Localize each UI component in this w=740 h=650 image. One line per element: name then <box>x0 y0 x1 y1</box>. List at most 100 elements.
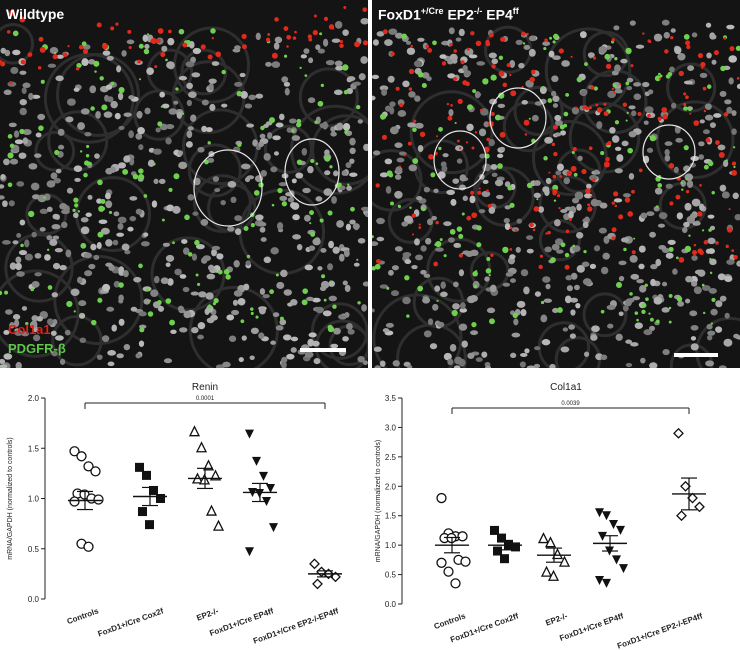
nucleus <box>548 50 555 58</box>
nucleus <box>461 340 468 348</box>
tubule-outline <box>310 302 368 360</box>
nucleus <box>683 80 693 85</box>
nucleus <box>609 126 616 134</box>
nucleus <box>322 310 332 317</box>
nucleus <box>276 281 285 290</box>
col1a1-signal <box>614 204 618 208</box>
nucleus <box>628 172 635 180</box>
nucleus <box>549 363 556 368</box>
pdgfr-signal <box>337 182 342 188</box>
nucleus <box>343 249 350 258</box>
scale-bar <box>300 348 346 352</box>
nucleus <box>330 343 339 349</box>
nucleus <box>80 108 90 115</box>
data-point <box>602 511 611 521</box>
nucleus <box>665 252 674 259</box>
pdgfr-signal <box>181 112 185 115</box>
pdgfr-signal <box>498 55 504 61</box>
pdgfr-signal <box>197 282 201 286</box>
nucleus <box>415 254 423 261</box>
col1a1-signal <box>553 151 558 157</box>
nucleus <box>569 333 576 339</box>
pdgfr-signal <box>668 246 674 252</box>
y-tick-label: 1.0 <box>28 495 40 504</box>
col1a1-signal <box>292 36 297 40</box>
nucleus <box>98 219 108 225</box>
nucleus <box>181 239 188 245</box>
pdgfr-signal <box>30 287 35 292</box>
pdgfr-signal <box>708 228 712 232</box>
col1a1-signal <box>708 140 711 143</box>
nucleus <box>234 45 241 50</box>
nucleus <box>96 241 102 250</box>
nucleus <box>239 72 246 78</box>
glomerulus-outline <box>433 130 487 190</box>
nucleus <box>551 90 557 97</box>
nucleus <box>439 54 447 59</box>
nucleus <box>728 77 734 85</box>
pdgfr-signal <box>250 311 254 315</box>
nucleus <box>657 223 666 228</box>
col1a1-signal <box>683 102 687 107</box>
nucleus <box>163 358 173 364</box>
nucleus <box>384 39 393 47</box>
nucleus <box>669 66 675 73</box>
nucleus <box>1 240 11 245</box>
nucleus <box>376 31 385 37</box>
nucleus <box>334 60 343 67</box>
nucleus <box>9 322 15 329</box>
nucleus <box>467 352 475 359</box>
nucleus <box>447 73 456 79</box>
col1a1-signal <box>723 37 727 40</box>
nucleus <box>292 234 302 240</box>
col1a1-signal <box>611 227 617 233</box>
nucleus <box>353 81 362 86</box>
pdgfr-signal <box>356 258 359 261</box>
col1a1-signal <box>312 30 318 36</box>
nucleus <box>55 168 62 174</box>
pdgfr-signal <box>649 317 654 322</box>
col1a1-signal <box>447 115 453 121</box>
data-point <box>673 427 684 439</box>
nucleus <box>690 324 699 331</box>
col1a1-signal <box>603 102 607 106</box>
nucleus <box>357 119 363 124</box>
nucleus <box>625 339 633 344</box>
pdgfr-signal <box>388 172 394 178</box>
tubule-outline <box>133 89 185 141</box>
nucleus <box>596 121 603 129</box>
col1a1-signal <box>592 56 597 60</box>
nucleus <box>220 200 226 206</box>
pdgfr-signal <box>401 33 407 39</box>
pdgfr-signal <box>434 243 437 246</box>
nucleus <box>12 313 21 320</box>
nucleus <box>544 246 552 253</box>
nucleus <box>52 262 61 270</box>
col1a1-signal <box>699 184 702 187</box>
nucleus <box>734 213 740 221</box>
pdgfr-signal <box>320 83 325 88</box>
nucleus <box>315 306 325 314</box>
nucleus <box>16 181 25 187</box>
nucleus <box>675 137 683 143</box>
nucleus <box>693 286 702 295</box>
col1a1-signal <box>727 227 733 233</box>
nucleus <box>684 298 691 304</box>
col1a1-signal <box>241 33 247 39</box>
col1a1-signal <box>605 63 612 70</box>
nucleus <box>52 235 60 240</box>
nucleus <box>528 35 537 42</box>
pdgfr-signal <box>84 160 90 166</box>
col1a1-signal <box>552 188 558 195</box>
nucleus <box>334 21 343 29</box>
data-point <box>269 523 278 533</box>
nucleus <box>214 188 221 193</box>
pdgfr-signal <box>502 246 509 254</box>
y-tick-label: 3.0 <box>385 423 397 432</box>
nucleus <box>155 127 161 133</box>
pdgfr-signal <box>73 197 79 203</box>
nucleus <box>711 59 717 65</box>
nucleus <box>691 32 698 38</box>
nucleus <box>633 82 642 87</box>
nucleus <box>117 223 124 230</box>
